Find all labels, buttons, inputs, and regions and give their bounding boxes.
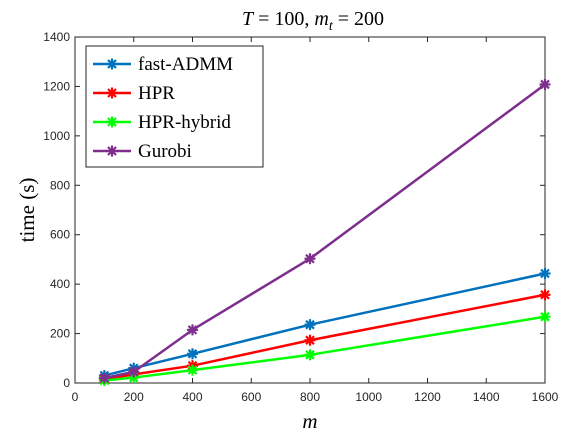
title-m-equals: = 200 (333, 8, 384, 30)
x-axis-label: m (302, 409, 317, 433)
legend-marker (106, 116, 118, 128)
legend-item-hpr-hybrid: HPR-hybrid (93, 112, 231, 133)
x-tick-label: 1600 (532, 390, 559, 404)
series-layer (98, 78, 551, 387)
legend-marker (106, 145, 118, 157)
data-point-hpr-hybrid (304, 349, 316, 361)
data-point-gurobi (98, 372, 110, 384)
y-tick-label: 0 (63, 376, 70, 390)
x-tick-label: 1200 (414, 390, 441, 404)
x-tick-label: 800 (300, 390, 320, 404)
data-point-fast-admm (187, 348, 198, 360)
y-axis-label: time (s) (15, 178, 39, 243)
chart-title: T = 100, mt = 200 (242, 8, 384, 34)
x-tick-label: 200 (124, 390, 144, 404)
legend-item-gurobi: Gurobi (93, 141, 192, 162)
legend-marker (106, 58, 118, 70)
legend-item-fast-admm: fast-ADMM (93, 54, 233, 75)
x-tick-label: 400 (182, 390, 202, 404)
y-tick-label: 200 (50, 327, 70, 341)
y-tick-label: 800 (50, 178, 70, 192)
x-axis: 0 200 400 600 800 1000 1200 1400 1600 (72, 37, 559, 404)
series-gurobi (98, 78, 551, 384)
data-point-hpr (539, 289, 551, 301)
x-tick-label: 1000 (355, 390, 382, 404)
y-tick-label: 1000 (43, 129, 70, 143)
title-m-subscript: t (329, 19, 334, 34)
data-point-hpr-hybrid (539, 311, 551, 323)
data-point-fast-admm (539, 268, 551, 280)
x-tick-label: 1400 (473, 390, 500, 404)
data-point-gurobi (304, 253, 316, 265)
title-t-equals: = 100, (253, 8, 314, 30)
y-tick-label: 400 (50, 277, 70, 291)
data-point-hpr (304, 334, 316, 346)
data-point-gurobi (187, 324, 198, 336)
x-tick-label: 600 (241, 390, 261, 404)
data-point-fast-admm (304, 319, 316, 331)
y-tick-label: 600 (50, 228, 70, 242)
title-t-variable: T (242, 8, 255, 30)
legend-label: Gurobi (138, 141, 192, 162)
y-axis: 0 200 400 600 800 1000 1200 1400 (43, 30, 545, 390)
legend-label: fast-ADMM (138, 54, 233, 75)
legend-label: HPR-hybrid (138, 112, 231, 133)
x-tick-label: 0 (72, 390, 79, 404)
data-point-gurobi (539, 78, 551, 90)
y-tick-label: 1200 (43, 79, 70, 93)
legend-label: HPR (138, 83, 175, 104)
title-m-variable: m (314, 8, 328, 30)
legend-item-hpr: HPR (93, 83, 175, 104)
legend: fast-ADMM HPR HPR-hybrid Gurobi (85, 45, 264, 168)
data-point-gurobi (128, 366, 140, 378)
legend-marker (106, 87, 118, 99)
y-tick-label: 1400 (43, 30, 70, 44)
data-point-hpr-hybrid (187, 364, 198, 376)
